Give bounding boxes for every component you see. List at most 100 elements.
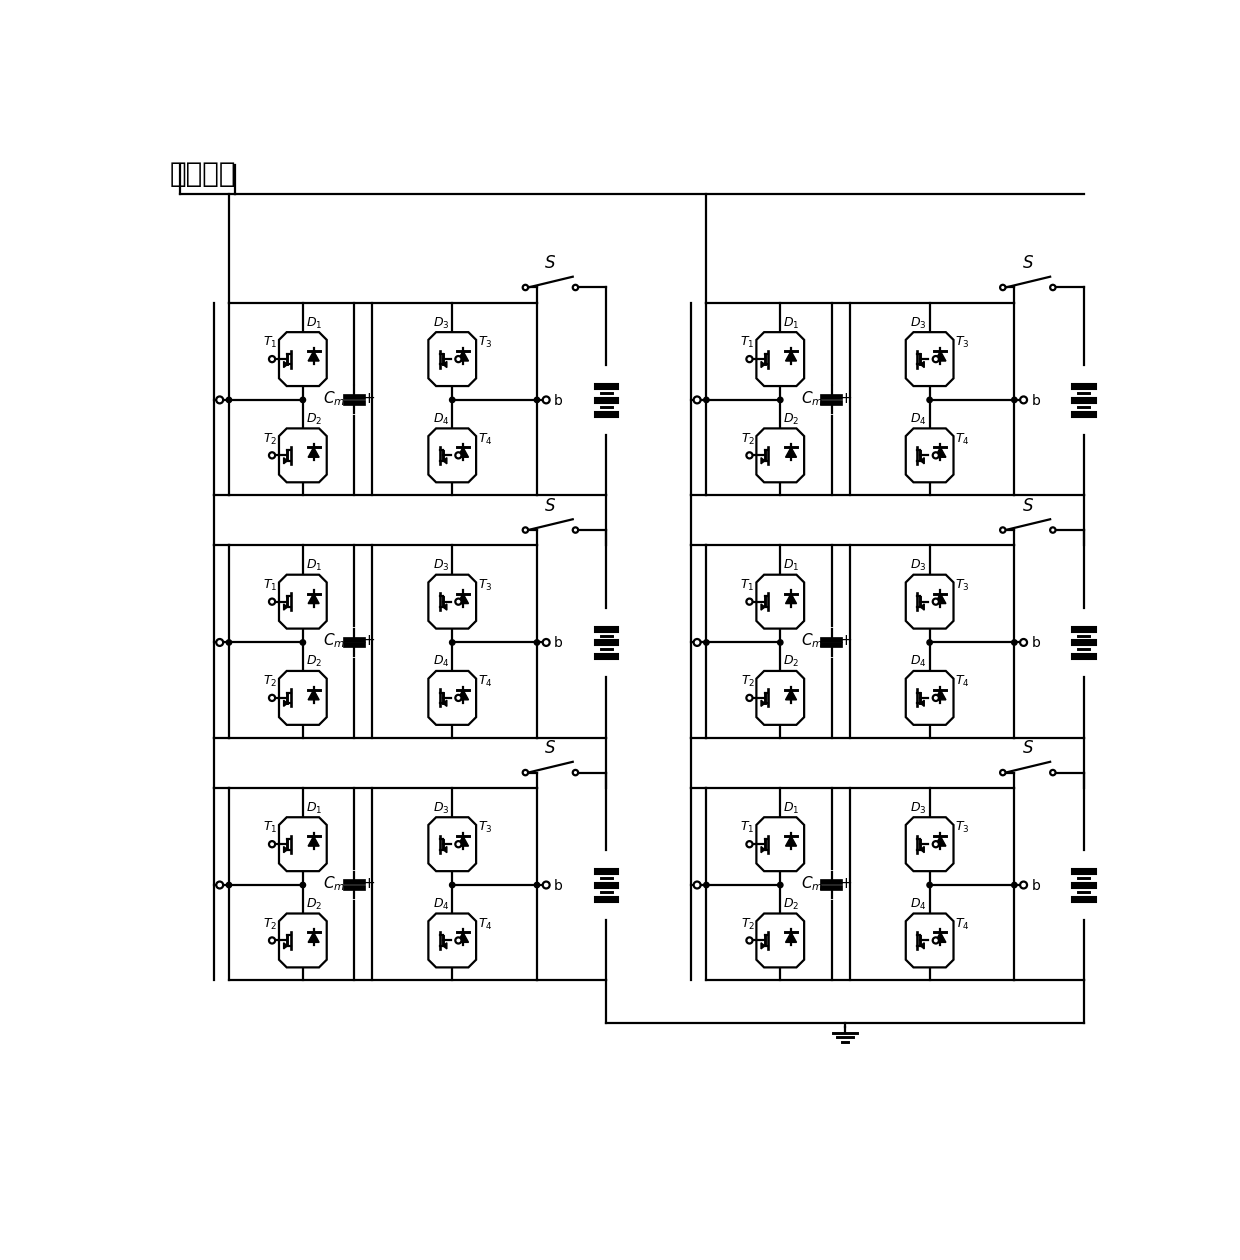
Circle shape bbox=[269, 357, 275, 362]
Polygon shape bbox=[905, 670, 954, 724]
Circle shape bbox=[216, 882, 223, 888]
Circle shape bbox=[269, 598, 275, 605]
Polygon shape bbox=[756, 428, 804, 483]
Polygon shape bbox=[920, 457, 924, 464]
Text: $D_4$: $D_4$ bbox=[910, 412, 926, 427]
Polygon shape bbox=[458, 932, 469, 942]
Text: $D_3$: $D_3$ bbox=[910, 558, 926, 573]
Text: $D_2$: $D_2$ bbox=[784, 412, 800, 427]
Circle shape bbox=[543, 882, 549, 888]
Circle shape bbox=[534, 397, 539, 403]
Circle shape bbox=[932, 357, 939, 362]
Polygon shape bbox=[761, 457, 765, 464]
Text: $T_2$: $T_2$ bbox=[740, 431, 755, 446]
Text: $D_4$: $D_4$ bbox=[910, 654, 926, 669]
Text: $+$: $+$ bbox=[839, 876, 852, 891]
Circle shape bbox=[1001, 528, 1006, 533]
Polygon shape bbox=[756, 818, 804, 871]
Circle shape bbox=[746, 452, 753, 459]
Text: $C_m$: $C_m$ bbox=[801, 631, 823, 650]
Polygon shape bbox=[920, 942, 924, 949]
Polygon shape bbox=[284, 362, 288, 368]
Polygon shape bbox=[756, 575, 804, 629]
Circle shape bbox=[455, 452, 461, 459]
Text: $+$: $+$ bbox=[362, 634, 374, 649]
Polygon shape bbox=[308, 447, 319, 457]
Circle shape bbox=[455, 937, 461, 944]
Polygon shape bbox=[756, 333, 804, 386]
Polygon shape bbox=[905, 914, 954, 968]
Polygon shape bbox=[920, 701, 924, 707]
Text: $D_2$: $D_2$ bbox=[306, 897, 322, 912]
Polygon shape bbox=[284, 457, 288, 464]
Text: $D_4$: $D_4$ bbox=[433, 654, 449, 669]
Polygon shape bbox=[905, 428, 954, 483]
Text: $T_4$: $T_4$ bbox=[477, 674, 492, 689]
Polygon shape bbox=[935, 352, 946, 362]
Circle shape bbox=[932, 694, 939, 701]
Text: b: b bbox=[554, 636, 563, 650]
Text: b: b bbox=[1032, 878, 1040, 893]
Circle shape bbox=[928, 882, 932, 888]
Polygon shape bbox=[761, 701, 765, 707]
Polygon shape bbox=[428, 670, 476, 724]
Polygon shape bbox=[279, 333, 326, 386]
Circle shape bbox=[523, 528, 528, 533]
Text: $S$: $S$ bbox=[544, 496, 557, 514]
Circle shape bbox=[455, 694, 461, 701]
Circle shape bbox=[1050, 285, 1055, 290]
Polygon shape bbox=[443, 604, 446, 610]
Polygon shape bbox=[428, 333, 476, 386]
Text: $T_4$: $T_4$ bbox=[477, 916, 492, 931]
Polygon shape bbox=[785, 352, 796, 362]
Circle shape bbox=[746, 598, 753, 605]
Circle shape bbox=[450, 882, 455, 888]
Text: $T_1$: $T_1$ bbox=[740, 820, 755, 835]
Text: $D_1$: $D_1$ bbox=[784, 558, 800, 573]
Polygon shape bbox=[920, 604, 924, 610]
Text: $D_2$: $D_2$ bbox=[306, 654, 322, 669]
Polygon shape bbox=[761, 847, 765, 853]
Circle shape bbox=[216, 397, 223, 403]
Text: $D_1$: $D_1$ bbox=[306, 558, 322, 573]
Circle shape bbox=[703, 397, 709, 403]
Text: $D_2$: $D_2$ bbox=[306, 412, 322, 427]
Circle shape bbox=[777, 882, 782, 888]
Text: $C_m$: $C_m$ bbox=[324, 389, 346, 408]
Polygon shape bbox=[761, 604, 765, 610]
Text: $D_4$: $D_4$ bbox=[433, 412, 449, 427]
Polygon shape bbox=[458, 593, 469, 604]
Circle shape bbox=[573, 528, 578, 533]
Circle shape bbox=[932, 452, 939, 459]
Circle shape bbox=[455, 357, 461, 362]
Circle shape bbox=[1012, 640, 1017, 645]
Circle shape bbox=[534, 640, 539, 645]
Polygon shape bbox=[308, 593, 319, 604]
Text: $D_3$: $D_3$ bbox=[433, 800, 449, 815]
Text: b: b bbox=[1032, 636, 1040, 650]
Circle shape bbox=[932, 842, 939, 847]
Circle shape bbox=[1001, 285, 1006, 290]
Text: $T_2$: $T_2$ bbox=[740, 674, 755, 689]
Text: $T_1$: $T_1$ bbox=[263, 578, 278, 593]
Circle shape bbox=[573, 285, 578, 290]
Circle shape bbox=[450, 397, 455, 403]
Circle shape bbox=[746, 357, 753, 362]
Circle shape bbox=[300, 882, 305, 888]
Polygon shape bbox=[443, 847, 446, 853]
Text: $T_3$: $T_3$ bbox=[477, 820, 492, 835]
Text: $C_m$: $C_m$ bbox=[801, 874, 823, 893]
Text: $T_3$: $T_3$ bbox=[477, 578, 492, 593]
Polygon shape bbox=[279, 428, 326, 483]
Circle shape bbox=[269, 452, 275, 459]
Circle shape bbox=[269, 937, 275, 944]
Circle shape bbox=[216, 639, 223, 646]
Polygon shape bbox=[443, 701, 446, 707]
Text: $T_4$: $T_4$ bbox=[955, 674, 970, 689]
Polygon shape bbox=[905, 575, 954, 629]
Text: $C_m$: $C_m$ bbox=[324, 631, 346, 650]
Circle shape bbox=[693, 397, 701, 403]
Text: $D_2$: $D_2$ bbox=[784, 897, 800, 912]
Circle shape bbox=[450, 640, 455, 645]
Circle shape bbox=[534, 882, 539, 888]
